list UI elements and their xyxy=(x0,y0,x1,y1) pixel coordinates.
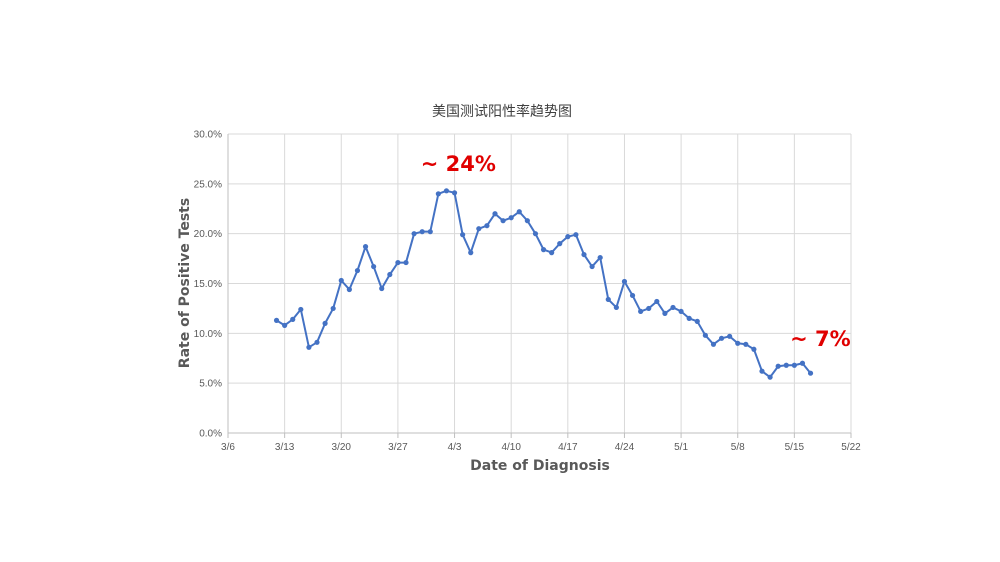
y-tick-label: 20.0% xyxy=(194,229,222,240)
data-point xyxy=(354,267,361,274)
data-point xyxy=(629,292,636,299)
data-point xyxy=(791,362,797,368)
data-point xyxy=(718,335,725,341)
y-tick-label: 0.0% xyxy=(199,429,222,440)
data-point xyxy=(476,226,482,232)
data-point xyxy=(403,259,409,266)
data-point xyxy=(387,271,393,278)
x-tick-label: 4/24 xyxy=(615,442,635,453)
data-point xyxy=(330,305,336,312)
data-point xyxy=(338,277,344,284)
data-point xyxy=(468,250,474,256)
data-point xyxy=(613,304,619,311)
y-tick-label: 25.0% xyxy=(194,179,222,190)
x-tick-label: 3/13 xyxy=(275,442,295,453)
data-point xyxy=(662,310,668,316)
data-point xyxy=(500,218,506,224)
data-point xyxy=(565,234,571,240)
y-tick-label: 10.0% xyxy=(194,329,222,340)
data-point xyxy=(775,363,781,369)
x-tick-label: 3/20 xyxy=(332,442,352,453)
data-point xyxy=(451,190,458,196)
data-point xyxy=(678,308,684,315)
y-tick-label: 30.0% xyxy=(194,130,222,141)
annotation-label: ~ 7% xyxy=(790,327,851,351)
data-point xyxy=(557,241,563,247)
y-tick-labels: 0.0% 5.0% 10.0% 15.0% 20.0% 25.0% 30.0% xyxy=(194,130,222,440)
data-point xyxy=(783,362,789,368)
data-point xyxy=(484,223,490,229)
data-point xyxy=(322,320,328,326)
data-point xyxy=(371,263,377,270)
data-point xyxy=(702,332,708,338)
x-tick-label: 4/17 xyxy=(558,442,578,453)
x-tick-label: 5/1 xyxy=(674,442,688,453)
data-point xyxy=(581,251,587,258)
data-point xyxy=(532,231,539,237)
data-point xyxy=(516,209,522,215)
data-point xyxy=(379,285,385,292)
data-point xyxy=(427,229,433,235)
x-tick-label: 3/6 xyxy=(221,442,235,453)
data-point xyxy=(670,304,676,311)
x-tick-label: 5/8 xyxy=(731,442,745,453)
data-point xyxy=(597,254,603,261)
gridlines xyxy=(227,133,852,434)
data-point xyxy=(540,247,547,253)
data-point xyxy=(735,340,741,346)
data-point xyxy=(638,308,644,315)
data-point xyxy=(759,368,765,374)
data-point xyxy=(443,188,450,194)
axes xyxy=(227,134,852,438)
x-tick-label: 5/22 xyxy=(841,442,861,453)
data-point xyxy=(751,346,757,352)
x-tick-label: 5/15 xyxy=(785,442,805,453)
annotation-label: ~ 24% xyxy=(421,152,496,176)
data-point xyxy=(686,315,692,321)
y-tick-label: 15.0% xyxy=(194,279,222,290)
data-point xyxy=(306,344,312,350)
data-point xyxy=(314,339,320,345)
data-point xyxy=(621,278,628,285)
data-point xyxy=(524,218,530,224)
data-point xyxy=(727,333,733,339)
data-point xyxy=(694,318,700,324)
data-point xyxy=(411,231,417,237)
data-point xyxy=(710,341,717,347)
data-point xyxy=(395,259,401,266)
data-point xyxy=(346,286,352,293)
y-axis-title: Rate of Positive Tests xyxy=(177,198,193,368)
data-point xyxy=(508,215,514,221)
data-point xyxy=(492,211,498,217)
data-point xyxy=(807,370,814,376)
data-point xyxy=(273,317,280,323)
data-series xyxy=(273,188,814,380)
data-point xyxy=(589,263,595,270)
y-tick-label: 5.0% xyxy=(199,379,222,390)
x-axis-title: Date of Diagnosis xyxy=(470,458,610,474)
data-point xyxy=(549,250,555,256)
data-point xyxy=(767,374,773,380)
data-point xyxy=(362,244,369,250)
data-point xyxy=(654,298,660,305)
data-point xyxy=(573,232,579,238)
x-tick-label: 4/10 xyxy=(501,442,521,453)
x-tick-labels: 3/6 3/13 3/20 3/27 4/3 4/10 4/17 4/24 5/1 5/8 5/15… xyxy=(221,442,861,453)
data-point xyxy=(419,229,425,235)
chart-title: 美国测试阳性率趋势图 xyxy=(432,103,572,120)
data-point xyxy=(646,305,652,312)
data-point xyxy=(298,306,304,313)
annotations: ~ 24% ~ 7% xyxy=(421,152,851,351)
x-tick-label: 3/27 xyxy=(388,442,408,453)
data-point xyxy=(460,232,466,238)
data-point xyxy=(605,296,611,303)
x-tick-label: 4/3 xyxy=(448,442,462,453)
data-point xyxy=(435,191,441,197)
data-point xyxy=(290,316,296,322)
data-point xyxy=(282,322,288,328)
data-point xyxy=(799,360,806,366)
data-point xyxy=(743,341,749,347)
